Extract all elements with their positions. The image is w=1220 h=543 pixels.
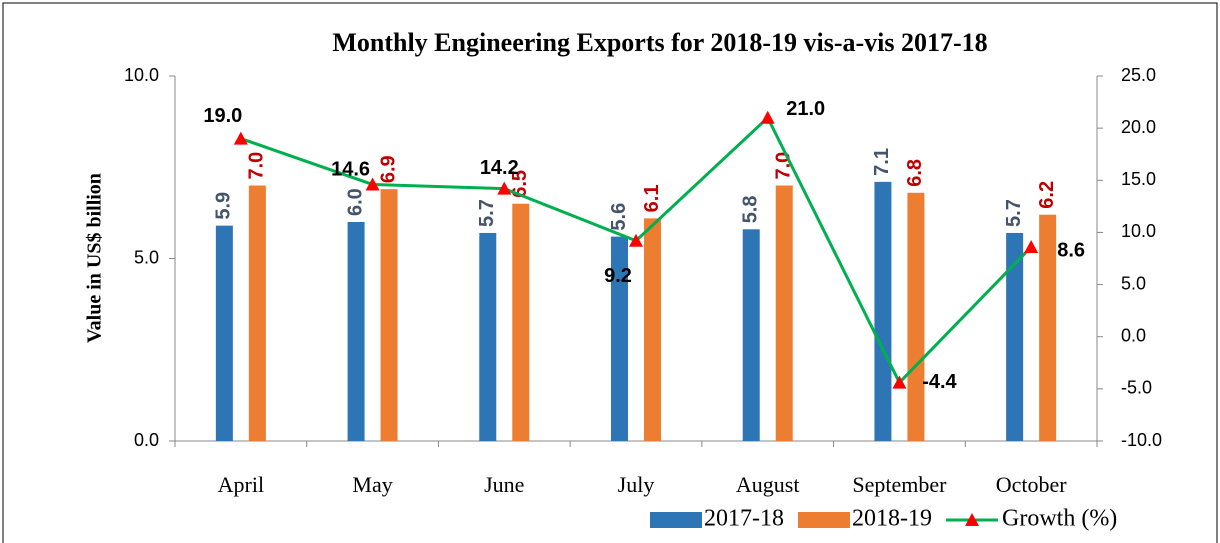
legend-label: 2018-19 [852,506,932,532]
bar [248,185,266,441]
bar [874,181,892,441]
x-tick-label: July [618,472,655,497]
y2-tick-label: 25.0 [1121,65,1156,85]
value-label: 9.2 [604,265,632,287]
legend-label: Growth (%) [1002,506,1117,532]
marker [629,233,643,247]
bar [742,229,760,441]
bar [215,225,233,441]
y2-tick-label: 15.0 [1121,169,1156,189]
bar [644,218,661,441]
value-label: 6.1 [641,185,663,213]
value-label: 19.0 [203,105,242,127]
chart-title: Monthly Engineering Exports for 2018-19 … [332,28,987,57]
bar [611,236,628,441]
bar [479,232,497,441]
value-label: 14.2 [480,157,519,179]
legend-swatch [798,512,850,528]
value-label: 14.6 [331,159,370,181]
x-tick-label: September [852,472,947,497]
legend-marker [965,513,979,526]
value-label: 7.0 [246,152,268,180]
y2-tick-label: 10.0 [1121,221,1156,241]
y-tick-label: 5.0 [134,247,159,267]
value-label: 6.0 [344,188,366,216]
legend-swatch [650,512,702,528]
marker [892,375,907,389]
value-label: 8.6 [1057,239,1085,261]
x-tick-label: April [218,472,264,497]
value-label: 6.9 [377,155,399,183]
y-axis-label: Value in US$ billion [84,173,106,343]
marker [365,177,380,191]
value-label: -4.4 [922,371,957,393]
marker [497,181,512,195]
bar [512,203,530,441]
value-label: 5.6 [608,203,630,231]
value-label: 6.5 [509,170,531,198]
value-label: 5.9 [213,192,235,220]
x-tick-label: May [352,472,392,497]
marker [760,110,775,124]
bar [1039,214,1057,441]
marker [233,131,248,145]
value-label: 5.7 [476,199,498,227]
x-tick-label: June [484,472,524,497]
y2-tick-label: -5.0 [1121,378,1152,398]
value-label: 5.7 [1003,199,1025,227]
x-tick-label: August [736,472,800,497]
y-tick-label: 0.0 [134,430,159,450]
value-label: 21.0 [786,98,825,120]
bar [907,192,925,441]
value-label: 6.8 [904,159,926,187]
value-label: 7.1 [871,148,893,176]
value-label: 5.8 [739,195,761,223]
value-label: 6.2 [1036,181,1058,209]
legend-label: 2017-18 [704,506,784,532]
bar [347,222,365,441]
marker [1024,240,1039,254]
bar [775,185,793,441]
y2-tick-label: -10.0 [1121,430,1162,450]
y2-tick-label: 5.0 [1121,273,1146,293]
y2-tick-label: 20.0 [1121,117,1156,137]
bar [380,189,398,441]
bar [1006,232,1024,441]
x-tick-label: October [996,472,1068,497]
y2-tick-label: 0.0 [1121,325,1146,345]
y-tick-label: 10.0 [124,65,159,85]
